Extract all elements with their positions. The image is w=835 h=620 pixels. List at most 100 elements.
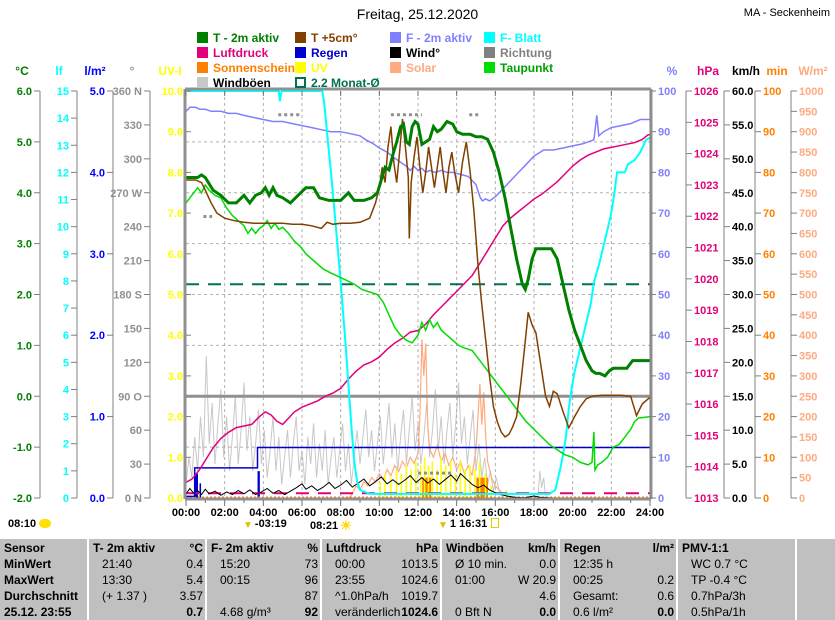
axis-label-lf: 7 bbox=[63, 303, 69, 315]
legend-label: Luftdruck bbox=[213, 46, 269, 60]
stats-col-header: F- 2m aktiv bbox=[211, 541, 274, 555]
legend-label: 2.2 Monat-Ø bbox=[311, 76, 380, 90]
series-uv bbox=[454, 473, 457, 498]
series-regen-bars bbox=[194, 473, 198, 498]
legend-label: Wind° bbox=[406, 46, 441, 60]
axis-label-uv: 8.0 bbox=[168, 167, 183, 179]
axis-label-dir: 90 O bbox=[118, 391, 142, 403]
stats-cell-value: 73 bbox=[304, 557, 318, 571]
stats-cell-value: 0.0 bbox=[539, 557, 556, 571]
axis-unit-uv: UV-I bbox=[158, 64, 181, 78]
axis-label-pct: 90 bbox=[658, 127, 670, 139]
stats-cell-value bbox=[678, 572, 798, 588]
series-uv bbox=[484, 473, 487, 498]
sun-moon-marker-row: 08:10 ▼ -03:19 08:21 ☀ ▼ 1 16:31 bbox=[0, 518, 835, 536]
axis-label-dir: 120 bbox=[124, 357, 142, 369]
astro-marker: ▼ -03:19 bbox=[243, 518, 287, 531]
series-taupunkt bbox=[185, 183, 651, 473]
axis-label-lf: 6 bbox=[63, 330, 69, 342]
axis-label-hPa: 1013 bbox=[694, 493, 718, 505]
stats-column: F- 2m aktiv% 15:20 73 00:15 96 87 4.68 g/m³ 92 bbox=[205, 539, 320, 620]
axis-label-hPa: 1019 bbox=[694, 305, 718, 317]
axis-label-dir: 180 S bbox=[113, 290, 142, 302]
legend-label: Richtung bbox=[500, 46, 552, 60]
axis-label-pct: 10 bbox=[658, 452, 670, 464]
stats-row-label: Durchschnitt bbox=[4, 589, 79, 603]
legend-swatch bbox=[484, 47, 495, 58]
axis-label-degC: 0.0 bbox=[17, 391, 32, 403]
axis-label-uv: 9.0 bbox=[168, 127, 183, 139]
axis-label-uv: 1.0 bbox=[168, 452, 183, 464]
axis-label-kmh: 50.0 bbox=[732, 154, 753, 166]
axis-label-dir: 210 bbox=[124, 256, 142, 268]
x-axis-label: 06:00 bbox=[288, 507, 316, 519]
series-regen-summe bbox=[186, 446, 650, 498]
x-axis-label: 16:00 bbox=[481, 507, 509, 519]
axis-label-min: 0 bbox=[763, 493, 769, 505]
stats-cell-value: 0.4 bbox=[186, 557, 203, 571]
legend-swatch bbox=[295, 77, 306, 88]
axis-unit-degC: °C bbox=[15, 64, 29, 78]
axis-label-hPa: 1026 bbox=[694, 86, 718, 98]
series-uv bbox=[415, 461, 417, 498]
x-axis-label: 24:00 bbox=[636, 507, 664, 519]
stats-column: Sensor MinWert MaxWert Durchschnitt 25.12. 2… bbox=[0, 539, 87, 620]
astro-marker-text: 1 16:31 bbox=[449, 518, 488, 530]
x-axis-label: 18:00 bbox=[520, 507, 548, 519]
axis-label-lf: 1 bbox=[63, 466, 69, 478]
stats-col-unit: hPa bbox=[415, 541, 438, 555]
series-uv bbox=[490, 485, 493, 498]
axis-label-hPa: 1020 bbox=[694, 274, 718, 286]
legend-swatch bbox=[484, 32, 495, 43]
axis-label-degC: 1.0 bbox=[17, 340, 32, 352]
axis-label-lf: 14 bbox=[57, 113, 70, 125]
stats-cell-value: 1013.5 bbox=[401, 557, 438, 571]
axis-label-degC: -1.0 bbox=[13, 442, 32, 454]
stats-cell-value: 4.6 bbox=[539, 589, 556, 603]
stats-cell-info: 00:25 bbox=[573, 573, 604, 587]
weather-chart: 00:00 02:00 04:00 06:00 08:00 10:00 12:00 14:00… bbox=[13, 64, 828, 519]
axis-unit-lf: lf bbox=[55, 64, 63, 78]
axis-label-lm2: 5.0 bbox=[90, 86, 105, 98]
stats-cell-info: veränderlich bbox=[335, 605, 401, 619]
legend-item-sonnenschein: Sonnenschein bbox=[197, 61, 296, 75]
series-uv bbox=[379, 481, 381, 498]
stats-cell-value: 92 bbox=[304, 605, 318, 619]
series-uv bbox=[427, 465, 430, 498]
stats-column bbox=[795, 539, 835, 620]
axis-label-dir: 0 N bbox=[125, 493, 142, 505]
stats-cell-value: 3.57 bbox=[179, 589, 203, 603]
series-luftdruck bbox=[185, 134, 650, 483]
axis-label-pct: 40 bbox=[658, 330, 670, 342]
legend-item-f-blatt: F- Blatt bbox=[484, 31, 541, 45]
stats-cell-value bbox=[678, 604, 798, 620]
legend-label: Windböen bbox=[213, 76, 271, 90]
axis-label-dir: 270 W bbox=[110, 188, 142, 200]
axis-label-pct: 100 bbox=[658, 86, 676, 98]
axis-label-min: 60 bbox=[763, 249, 775, 261]
stats-col-unit: °C bbox=[189, 541, 203, 555]
stats-cell-info: 00:00 bbox=[335, 557, 366, 571]
astro-marker: 08:10 bbox=[8, 518, 52, 530]
series-uv bbox=[405, 465, 407, 498]
series-uv bbox=[410, 469, 412, 498]
axis-label-kmh: 55.0 bbox=[732, 120, 753, 132]
astro-marker-text: 08:21 bbox=[310, 520, 339, 532]
stats-cell-info: 13:30 bbox=[102, 573, 133, 587]
axis-label-dir: 60 bbox=[130, 425, 142, 437]
stats-column: T- 2m aktiv °C 21:40 0.4 13:30 5.4 (+ 1.37 ) 3.… bbox=[87, 539, 205, 620]
stats-col-unit: l/m² bbox=[652, 541, 674, 555]
legend-label: Sonnenschein bbox=[213, 61, 296, 75]
legend-item-solar: Solar bbox=[390, 61, 436, 75]
x-axis-label: 02:00 bbox=[211, 507, 239, 519]
legend-item-richtung: Richtung bbox=[484, 46, 552, 60]
page-title: Freitag, 25.12.2020 bbox=[356, 6, 479, 22]
axis-label-lf: 9 bbox=[63, 249, 69, 261]
axis-label-kmh: 10.0 bbox=[732, 425, 753, 437]
axis-label-wm2: 0 bbox=[799, 493, 805, 505]
series-t5cm bbox=[186, 118, 651, 438]
series-uv bbox=[384, 473, 386, 498]
stats-col-header: Windböen bbox=[446, 541, 504, 555]
axis-label-lf: 13 bbox=[57, 140, 69, 152]
legend-swatch bbox=[390, 47, 401, 58]
